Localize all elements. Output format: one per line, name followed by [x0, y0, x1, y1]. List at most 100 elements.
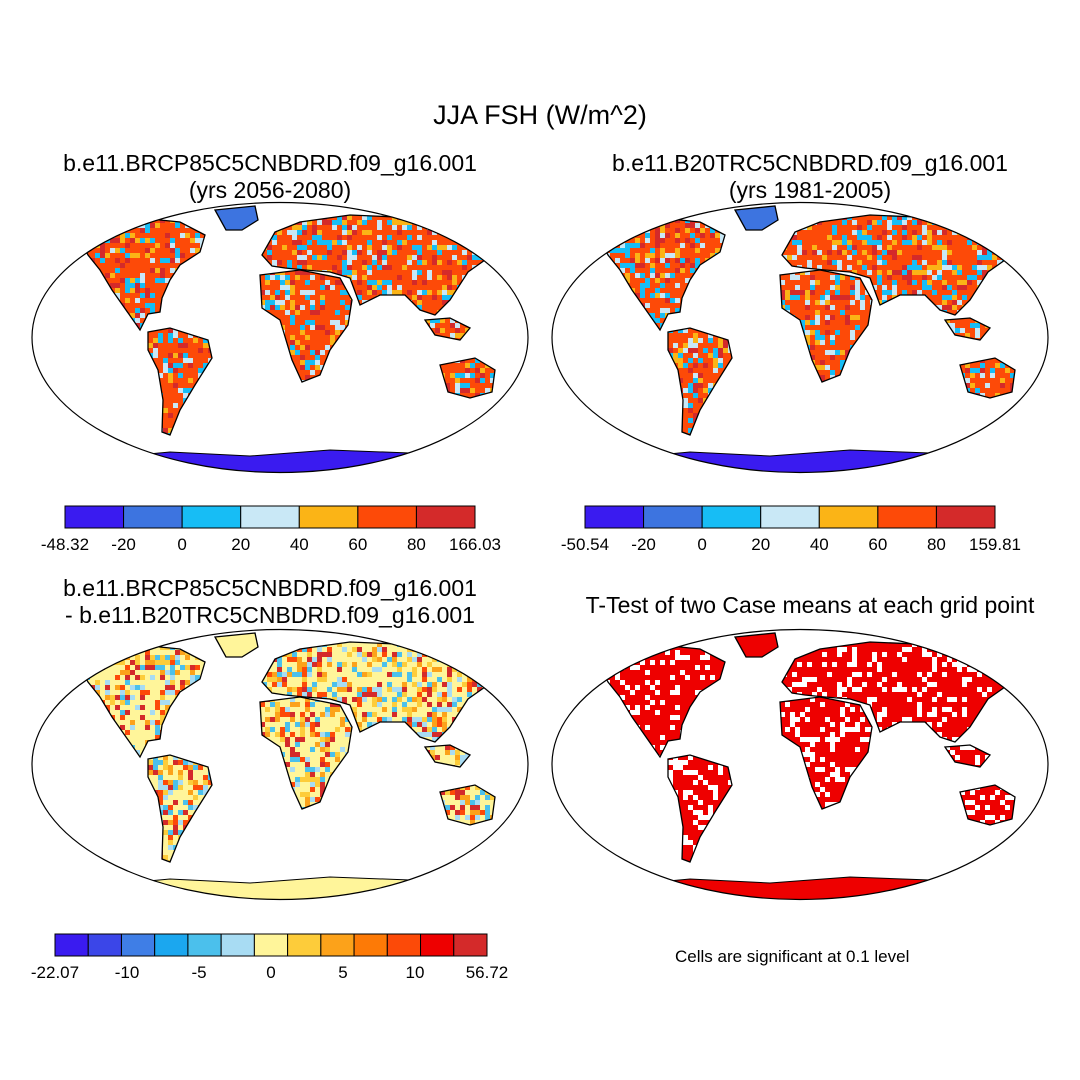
- coastline: [779, 269, 873, 383]
- coastline: [261, 214, 493, 316]
- coastline: [439, 784, 496, 826]
- colorbar-label: 0: [177, 535, 186, 554]
- colorbar-historical: -50.54 -20 0 20 40 60 80 159.81: [561, 505, 1021, 554]
- colorbar-swatch: [420, 933, 455, 957]
- significance-note: Cells are significant at 0.1 level: [675, 947, 910, 966]
- colorbar-swatch: [320, 933, 355, 957]
- coastline: [423, 317, 472, 341]
- africa-landmass: [780, 270, 872, 382]
- colorbar-swatch: [253, 933, 289, 957]
- colorbar-swatch: [87, 933, 122, 957]
- figure-title: JJA FSH (W/m^2): [433, 100, 647, 130]
- coastline: [733, 632, 779, 658]
- coastline: [781, 214, 1013, 316]
- colorbar-swatch: [123, 505, 183, 529]
- colorbar-swatch: [453, 933, 488, 957]
- map-future-period: [31, 201, 529, 474]
- coastline: [781, 641, 1013, 743]
- map-historical-period: [551, 201, 1049, 474]
- southeast-asia-landmass: [425, 745, 470, 767]
- colorbar-label: 56.72: [466, 963, 509, 982]
- coastline: [439, 357, 496, 399]
- coastline: [259, 696, 353, 810]
- colorbar-swatch: [643, 505, 703, 529]
- colorbar-label: 40: [810, 535, 829, 554]
- colorbar-swatch: [54, 933, 89, 957]
- panel-title-difference: b.e11.BRCP85C5CNBDRD.f09_g16.001 - b.e11…: [30, 575, 510, 629]
- colorbar-label: 60: [348, 535, 367, 554]
- coastline: [943, 317, 992, 341]
- antarctica-landmass: [88, 449, 492, 473]
- panel-title-line1: b.e11.BRCP85C5CNBDRD.f09_g16.001: [63, 575, 477, 601]
- colorbar-swatch: [584, 505, 645, 529]
- antarctica-landmass: [608, 876, 1012, 900]
- coastline: [213, 205, 259, 231]
- colorbar-swatch: [287, 933, 322, 957]
- colorbar-label: 0: [697, 535, 706, 554]
- coastline: [667, 754, 733, 863]
- colorbar-label: -20: [111, 535, 136, 554]
- colorbar-swatch: [240, 505, 300, 529]
- coastline: [147, 754, 213, 863]
- panel-title-historical: b.e11.B20TRC5CNBDRD.f09_g16.001 (yrs 198…: [570, 150, 1050, 204]
- map-border: [31, 628, 529, 901]
- coastline: [599, 644, 726, 759]
- colorbar-label: -10: [115, 963, 140, 982]
- map-border: [31, 201, 529, 474]
- colorbar-swatch: [353, 933, 388, 957]
- coastline: [733, 205, 779, 231]
- coastline: [79, 217, 206, 332]
- colorbar-label: -20: [631, 535, 656, 554]
- panel-title-line1: b.e11.BRCP85C5CNBDRD.f09_g16.001: [63, 150, 477, 176]
- colorbar-swatch: [220, 933, 255, 957]
- coastline: [959, 357, 1016, 399]
- coastline: [959, 784, 1016, 826]
- colorbar-label: 80: [927, 535, 946, 554]
- colorbar-label: -22.07: [31, 963, 79, 982]
- colorbar-swatch: [64, 505, 125, 529]
- coastline: [79, 644, 206, 759]
- colorbar-swatch: [187, 933, 222, 957]
- colorbar-label: 40: [290, 535, 309, 554]
- coastline: [213, 632, 259, 658]
- colorbar-future: -48.32 -20 0 20 40 60 80 166.03: [41, 505, 501, 554]
- colorbar-swatch: [415, 505, 476, 529]
- panel-title-line2: - b.e11.B20TRC5CNBDRD.f09_g16.001: [65, 602, 475, 628]
- map-border: [551, 628, 1049, 901]
- coastline: [779, 696, 873, 810]
- colorbar-label: -48.32: [41, 535, 89, 554]
- panel-title-ttest: T-Test of two Case means at each grid po…: [560, 592, 1060, 619]
- panel-title-line1: b.e11.B20TRC5CNBDRD.f09_g16.001: [612, 150, 1008, 176]
- map-significance: [551, 628, 1049, 901]
- colorbar-swatch: [877, 505, 937, 529]
- colorbar-label: -50.54: [561, 535, 609, 554]
- colorbar-swatch: [935, 505, 996, 529]
- colorbar-label: 20: [231, 535, 250, 554]
- colorbar-swatch: [120, 933, 156, 957]
- antarctica-landmass: [88, 876, 492, 900]
- map-border: [551, 201, 1049, 474]
- panel-title-line1: T-Test of two Case means at each grid po…: [585, 592, 1035, 618]
- colorbar-label: 20: [751, 535, 770, 554]
- coastline: [259, 269, 353, 383]
- colorbar-label: 159.81: [969, 535, 1021, 554]
- colorbar-swatch: [357, 505, 417, 529]
- colorbar-swatch: [298, 505, 359, 529]
- colorbar-label: 5: [338, 963, 347, 982]
- panel-title-line2: (yrs 2056-2080): [188, 177, 352, 203]
- colorbar-label: 60: [868, 535, 887, 554]
- colorbar-label: 80: [407, 535, 426, 554]
- coastline: [599, 217, 726, 332]
- colorbar-swatch: [386, 933, 422, 957]
- colorbar-label: -5: [191, 963, 206, 982]
- colorbar-swatch: [154, 933, 189, 957]
- panel-title-future: b.e11.BRCP85C5CNBDRD.f09_g16.001 (yrs 20…: [30, 150, 510, 204]
- coastline: [667, 327, 733, 436]
- panel-title-line2: (yrs 1981-2005): [728, 177, 892, 203]
- coastline: [261, 641, 493, 743]
- colorbar-label: 10: [406, 963, 425, 982]
- colorbar-swatch: [181, 505, 242, 529]
- coastline: [147, 327, 213, 436]
- colorbar-label: 166.03: [449, 535, 501, 554]
- colorbar-difference: -22.07 -10 -5 0 5 10 56.72: [31, 933, 509, 982]
